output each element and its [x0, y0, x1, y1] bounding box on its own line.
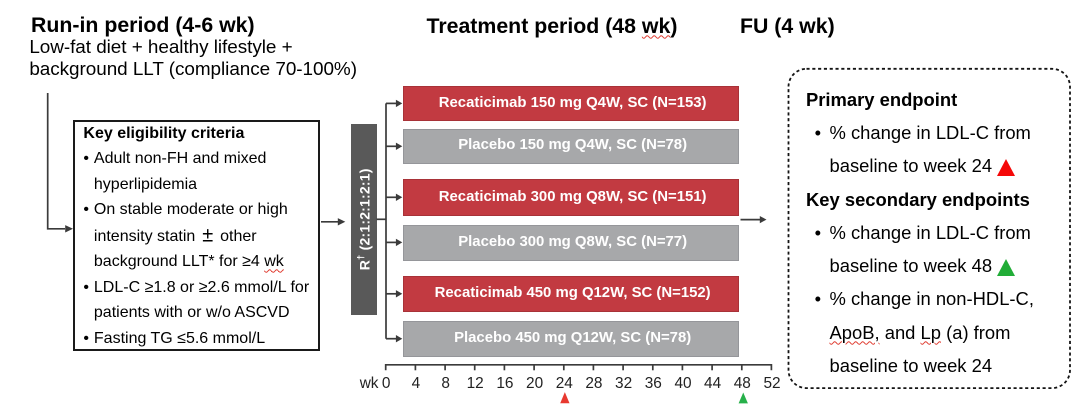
svg-text:0: 0 — [382, 375, 391, 392]
svg-text:48: 48 — [734, 375, 751, 392]
svg-text:24: 24 — [556, 375, 574, 392]
svg-text:52: 52 — [763, 375, 780, 392]
svg-text:16: 16 — [496, 375, 513, 392]
svg-text:wk: wk — [359, 375, 379, 392]
svg-text:32: 32 — [615, 375, 632, 392]
svg-text:20: 20 — [526, 375, 543, 392]
svg-text:12: 12 — [467, 375, 484, 392]
svg-text:40: 40 — [674, 375, 691, 392]
svg-text:44: 44 — [704, 375, 722, 392]
svg-text:28: 28 — [585, 375, 602, 392]
svg-text:8: 8 — [441, 375, 450, 392]
svg-text:36: 36 — [645, 375, 662, 392]
svg-text:4: 4 — [412, 375, 421, 392]
